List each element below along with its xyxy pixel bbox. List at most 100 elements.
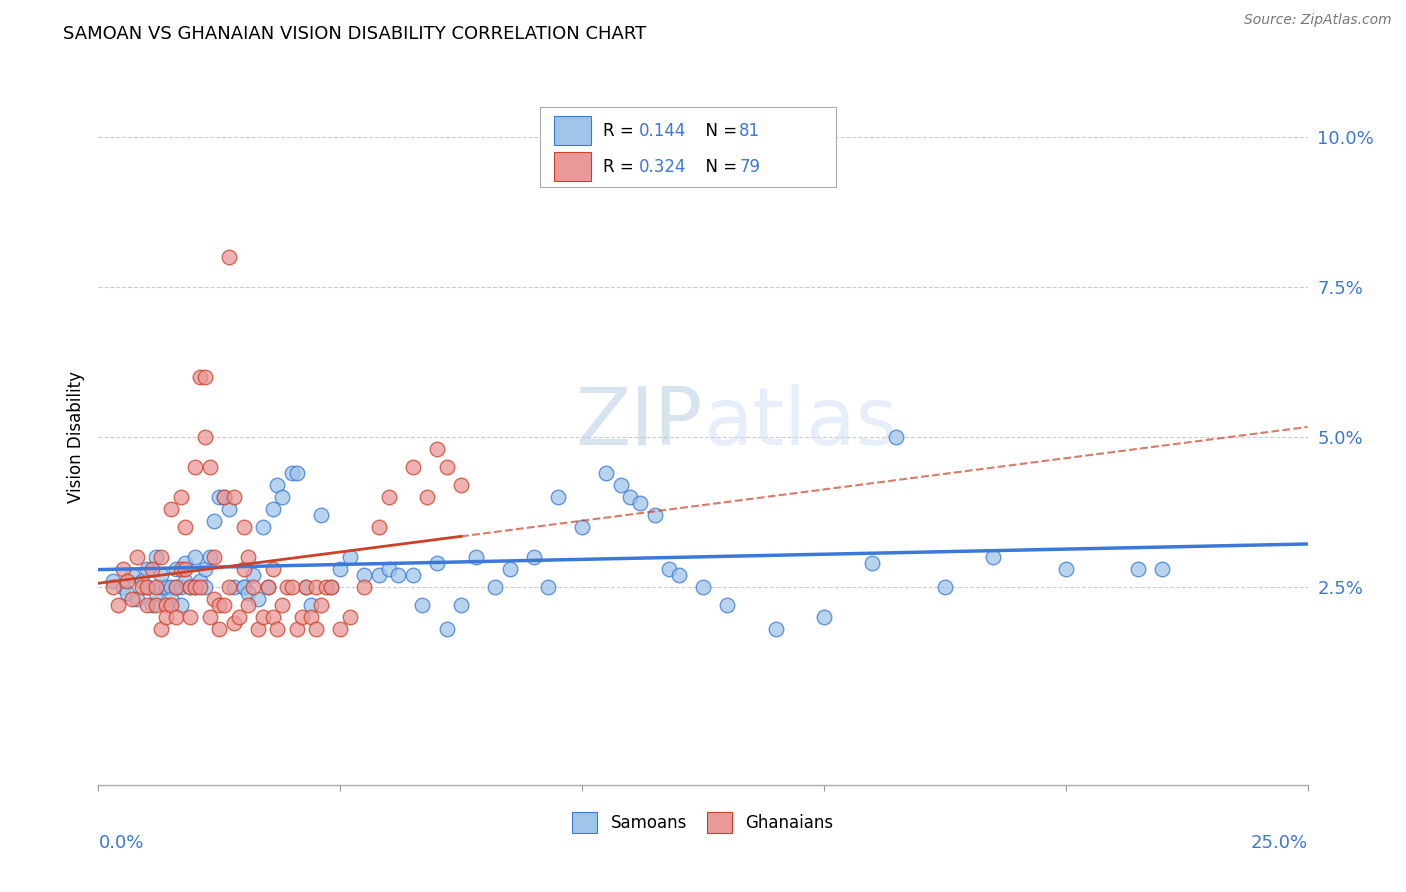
Point <box>765 622 787 636</box>
Point <box>127 549 149 564</box>
Point <box>169 580 191 594</box>
Point <box>411 598 433 612</box>
Point <box>266 478 288 492</box>
Point <box>262 502 284 516</box>
Point <box>232 520 254 534</box>
Point <box>860 556 883 570</box>
Point <box>174 556 197 570</box>
Point <box>141 562 163 576</box>
Text: R =: R = <box>603 121 638 139</box>
Point <box>329 562 352 576</box>
Point <box>135 580 157 594</box>
Point <box>101 580 124 594</box>
Point <box>135 562 157 576</box>
Point <box>174 574 197 588</box>
Point <box>329 622 352 636</box>
Point <box>150 580 173 594</box>
Point <box>179 610 201 624</box>
Point <box>198 549 221 564</box>
Point <box>658 562 681 576</box>
Point <box>416 490 439 504</box>
Point <box>238 598 260 612</box>
Point <box>165 580 187 594</box>
Point <box>537 580 560 594</box>
Text: atlas: atlas <box>703 384 897 462</box>
Bar <box>554 116 591 145</box>
Point <box>281 466 304 480</box>
Point <box>668 568 690 582</box>
Point <box>619 490 641 504</box>
Point <box>1054 562 1077 576</box>
Point <box>295 580 318 594</box>
Point <box>198 460 221 475</box>
Point <box>212 598 235 612</box>
Point <box>450 478 472 492</box>
Point <box>281 580 304 594</box>
Point <box>165 562 187 576</box>
Point <box>247 622 270 636</box>
Point <box>218 580 240 594</box>
Point <box>262 610 284 624</box>
Point <box>204 549 226 564</box>
Point <box>1128 562 1150 576</box>
Point <box>150 549 173 564</box>
Point <box>319 580 342 594</box>
Point <box>194 580 217 594</box>
Point <box>184 580 207 594</box>
Point <box>886 430 908 444</box>
Point <box>131 574 153 588</box>
Point <box>145 549 167 564</box>
Point <box>353 580 375 594</box>
Point <box>169 562 191 576</box>
Point <box>174 562 197 576</box>
Point <box>498 562 520 576</box>
Point <box>135 598 157 612</box>
Point <box>547 490 569 504</box>
Point <box>212 490 235 504</box>
Point <box>232 580 254 594</box>
Point <box>271 598 294 612</box>
Point <box>111 580 134 594</box>
Point <box>377 562 399 576</box>
Point <box>155 610 177 624</box>
Point <box>135 580 157 594</box>
Point <box>208 622 231 636</box>
Point <box>169 490 191 504</box>
Point <box>242 568 264 582</box>
Text: N =: N = <box>695 121 742 139</box>
Point <box>595 466 617 480</box>
Point <box>121 592 143 607</box>
FancyBboxPatch shape <box>540 106 837 186</box>
Point <box>252 520 274 534</box>
Point <box>232 580 254 594</box>
Text: 81: 81 <box>740 121 761 139</box>
Point <box>426 442 449 456</box>
Point <box>165 580 187 594</box>
Point <box>218 250 240 264</box>
Point <box>194 430 217 444</box>
Point <box>571 520 593 534</box>
Point <box>117 574 139 588</box>
Point <box>1152 562 1174 576</box>
Point <box>184 549 207 564</box>
Point <box>145 598 167 612</box>
Point <box>934 580 956 594</box>
Point <box>150 568 173 582</box>
Point <box>160 598 183 612</box>
Point <box>339 610 361 624</box>
Text: ZIP: ZIP <box>575 384 703 462</box>
Text: 0.324: 0.324 <box>638 158 686 176</box>
Point <box>184 580 207 594</box>
Point <box>285 622 308 636</box>
Point <box>174 520 197 534</box>
Point <box>194 562 217 576</box>
Point <box>368 520 391 534</box>
Point <box>188 580 211 594</box>
Point <box>484 580 506 594</box>
Point <box>160 580 183 594</box>
Point <box>319 580 342 594</box>
Point <box>242 580 264 594</box>
Text: N =: N = <box>695 158 742 176</box>
Point <box>256 580 278 594</box>
Point <box>145 586 167 600</box>
